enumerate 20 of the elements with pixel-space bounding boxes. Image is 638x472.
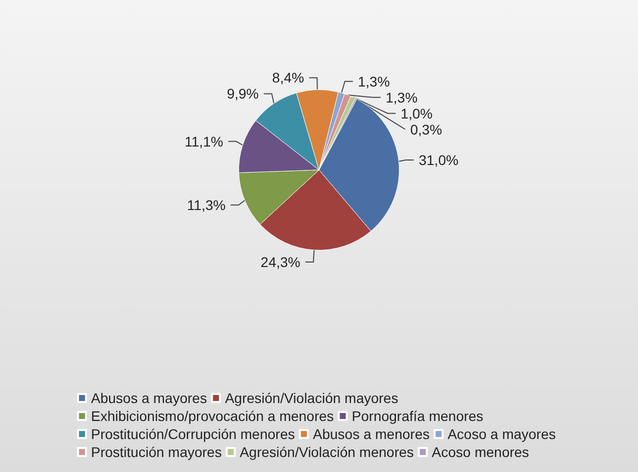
data-label: 1,0% [400, 105, 433, 122]
legend-label: Abusos a mayores [91, 390, 207, 406]
legend-label: Acoso menores [432, 444, 530, 460]
data-label: 24,3% [260, 254, 300, 270]
data-label: 1,3% [358, 73, 390, 90]
legend-label: Prostitución mayores [91, 444, 222, 460]
legend-label: Agresión/Violación mayores [224, 390, 398, 406]
data-label: 0,3% [410, 121, 442, 138]
data-label: 8,4% [272, 70, 304, 86]
legend-label: Agresión/Violación menores [240, 444, 414, 460]
legend-label: Acoso a mayores [448, 426, 556, 442]
legend-label: Prostitución/Corrupción menores [91, 426, 295, 442]
data-label: 11,3% [186, 197, 226, 214]
legend-label: Pornografía menores [352, 408, 484, 424]
data-label: 1,3% [386, 89, 418, 106]
data-label: 31,0% [418, 152, 458, 168]
data-label: 11,1% [184, 133, 224, 150]
legend-label: Abusos a menores [312, 426, 430, 442]
legend-label: Exhibicionismo/provocación a menores [91, 408, 334, 424]
data-label: 9,9% [226, 86, 259, 102]
